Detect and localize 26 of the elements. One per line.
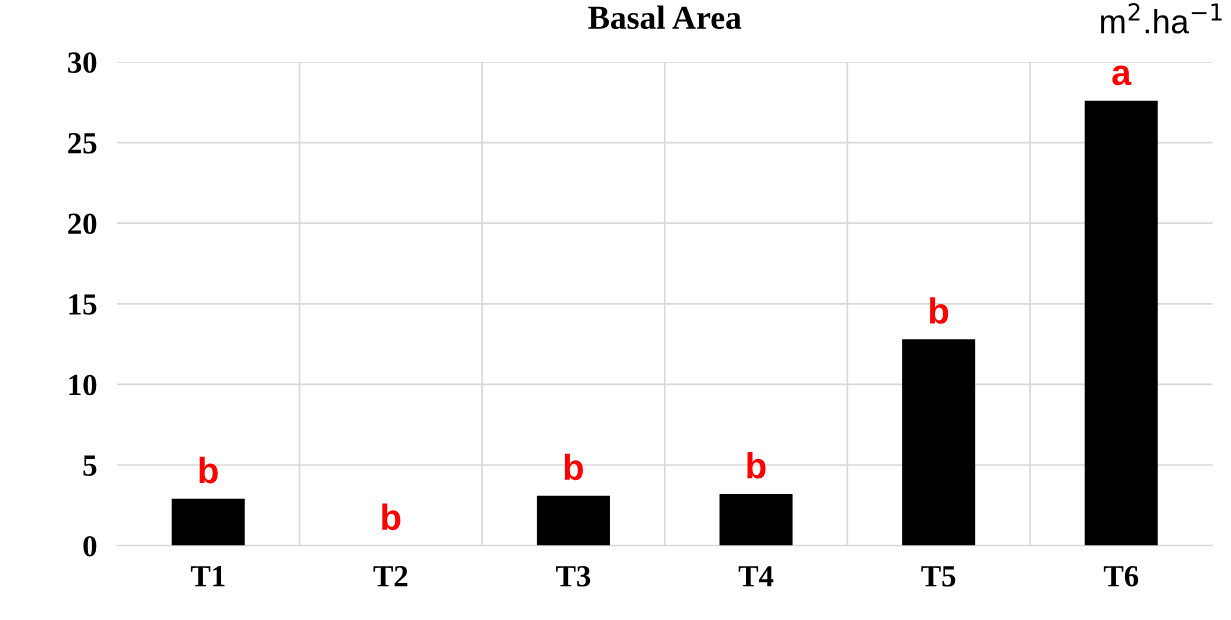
x-tick-label: T3	[556, 566, 591, 587]
y-tick-label: 25	[68, 132, 97, 154]
bar	[719, 494, 793, 546]
y-tick-label: 15	[69, 294, 97, 315]
x-tick-label: T2	[373, 566, 408, 587]
annotation: a	[1112, 65, 1132, 86]
y-tick-label: 30	[68, 52, 97, 73]
y-tick-label: 10	[69, 374, 97, 396]
annotation: b	[929, 297, 949, 324]
y-tick-label: 0	[83, 535, 97, 557]
bar	[171, 498, 245, 546]
annotation: b	[382, 503, 401, 531]
bar	[1084, 100, 1158, 546]
bar	[902, 339, 976, 546]
annotation: b	[564, 453, 583, 481]
x-tick-label: T1	[190, 566, 225, 587]
y-tick-label: 5	[83, 455, 97, 476]
bar	[536, 495, 610, 546]
y-tick-label: 20	[68, 213, 97, 235]
text: m$^{2}$.ha$^{−1}$	[1101, 3, 1222, 34]
annotation: b	[747, 452, 766, 479]
annotation: b	[199, 456, 218, 484]
x-tick-label: T5	[921, 566, 956, 587]
chart-title: Basal Area	[588, 5, 742, 29]
x-tick-label: T4	[738, 566, 774, 587]
x-tick-label: T6	[1103, 566, 1139, 587]
